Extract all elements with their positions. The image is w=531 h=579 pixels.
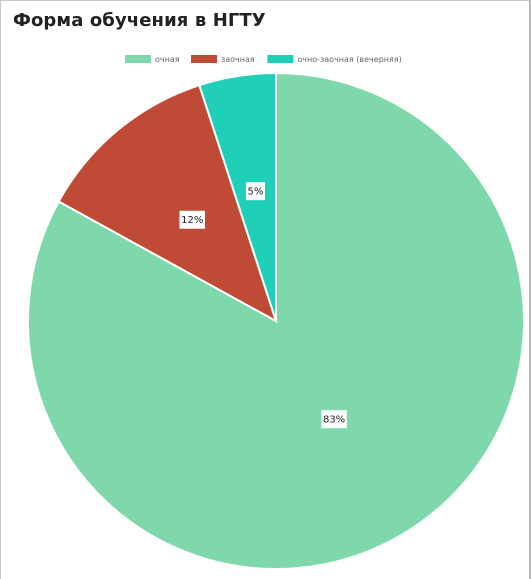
legend-swatch (125, 55, 151, 63)
data-label-text: 5% (248, 187, 264, 198)
legend-label: заочная (221, 55, 255, 64)
data-label-1: 83% (321, 410, 347, 429)
data-label-text: 83% (323, 415, 345, 426)
legend-swatch (267, 55, 294, 63)
data-label-text: 12% (181, 215, 203, 226)
data-label-box (179, 210, 205, 229)
legend-swatch (191, 55, 217, 63)
chart-title: Форма обучения в НГТУ (13, 10, 266, 31)
data-label-3: 5% (245, 182, 265, 201)
chart-legend: очная заочная очно-заочная (вечерняя) (125, 55, 402, 64)
data-label-box (245, 182, 265, 201)
legend-label: очно-заочная (вечерняя) (297, 55, 401, 64)
legend-item-3[interactable]: очно-заочная (вечерняя) (267, 55, 402, 64)
data-label-box (321, 410, 347, 429)
legend-label: очная (155, 55, 180, 64)
legend-item-1[interactable]: очная (125, 55, 180, 64)
legend-item-2[interactable]: заочная (191, 55, 255, 64)
pie-data-labels: 83% 12% 5% (179, 182, 347, 429)
pie-slice-3[interactable] (198, 71, 277, 322)
data-label-2: 12% (179, 210, 205, 229)
pie-slices (27, 71, 525, 570)
pie-slice-2[interactable] (57, 83, 278, 324)
